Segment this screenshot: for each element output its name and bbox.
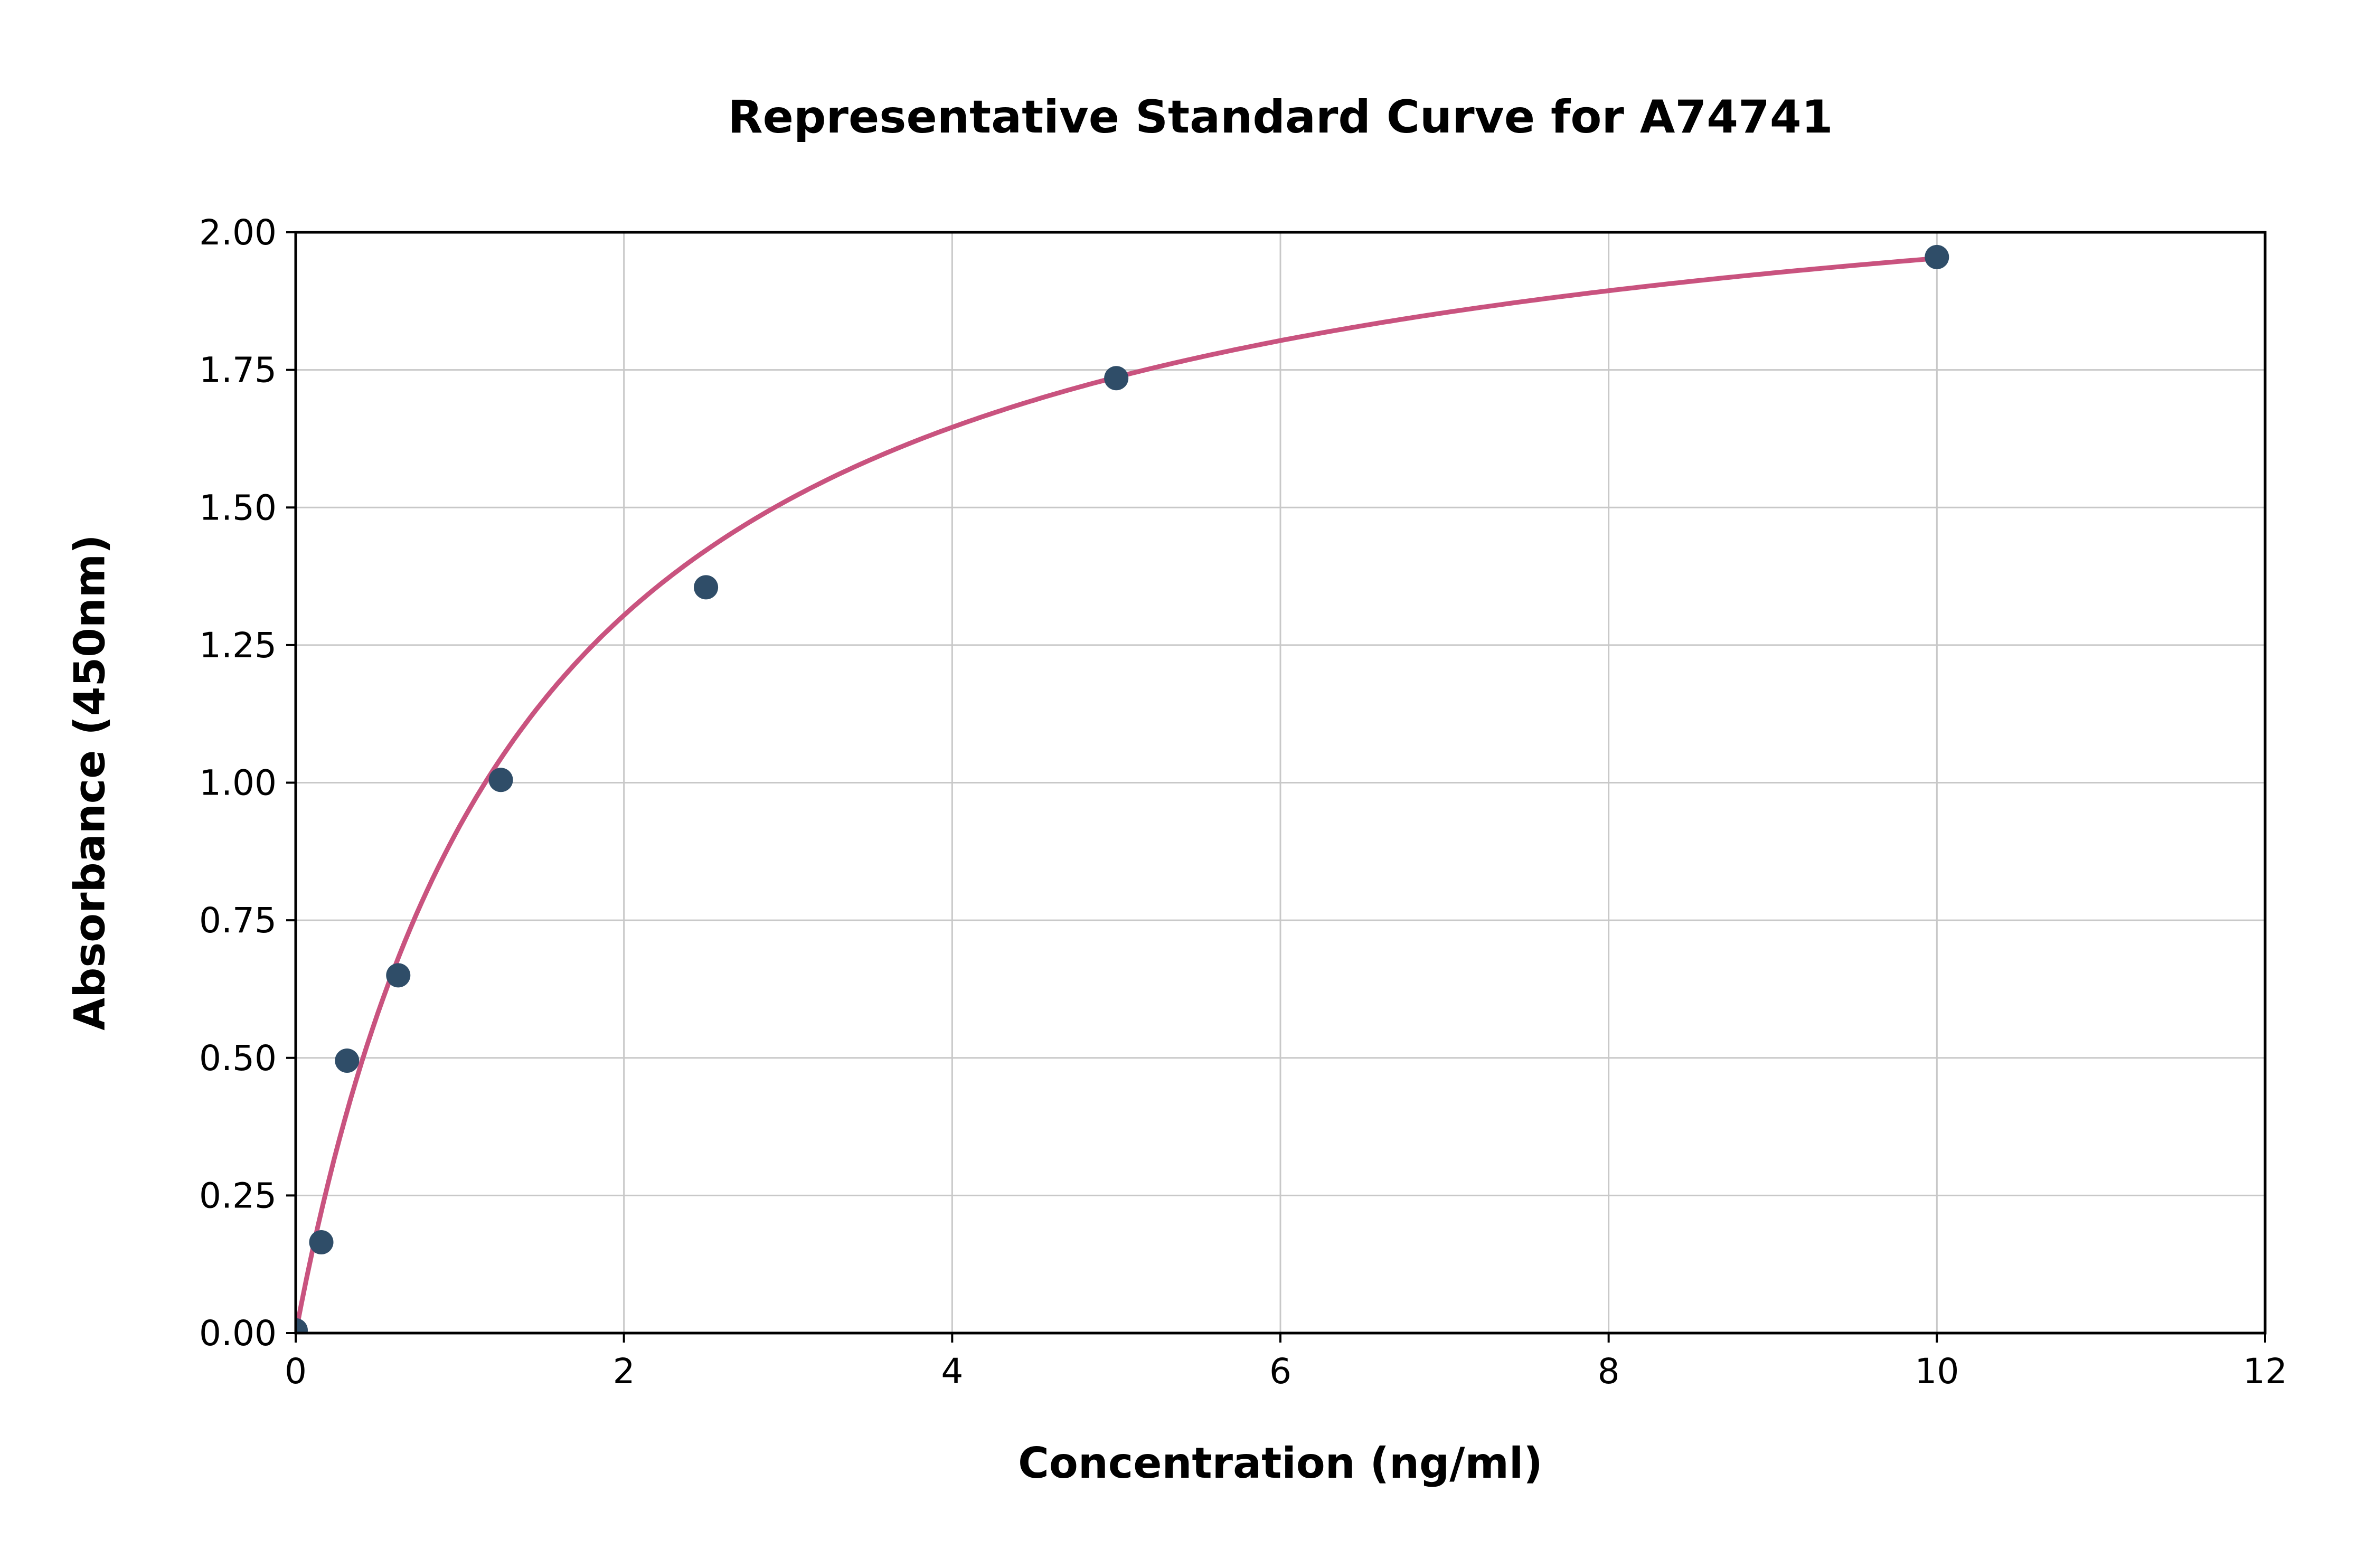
x-tick-label: 10 (1915, 1351, 1959, 1392)
y-tick-label: 0.50 (199, 1038, 277, 1079)
x-axis-label: Concentration (ng/ml) (1018, 1439, 1543, 1488)
data-point (309, 1230, 334, 1254)
y-tick-label: 1.25 (199, 625, 277, 666)
y-tick-label: 0.25 (199, 1175, 277, 1216)
data-point (386, 963, 411, 988)
y-tick-label: 2.00 (199, 212, 277, 253)
y-tick-label: 1.75 (199, 350, 277, 391)
x-tick-label: 12 (2243, 1351, 2287, 1392)
grid (295, 231, 2266, 1334)
x-tick-label: 0 (285, 1351, 307, 1392)
x-tick-label: 6 (1269, 1351, 1291, 1392)
x-tick-label: 2 (613, 1351, 635, 1392)
fit-curve (296, 256, 1939, 1333)
y-tick-label: 1.50 (199, 487, 277, 528)
x-tick-label: 4 (941, 1351, 963, 1392)
ticks: 0 2 4 6 8 10 12 0.00 0.25 0.50 0.75 1.00 1.25 1.50 1.7… (199, 212, 2287, 1392)
data-layer (296, 244, 1949, 1333)
data-point (694, 575, 719, 600)
y-tick-label: 0.75 (199, 900, 277, 941)
data-point (1925, 244, 1949, 269)
chart-title: Representative Standard Curve for A74741 (728, 91, 1833, 144)
data-point (488, 768, 513, 792)
data-point (1104, 366, 1129, 391)
y-tick-label: 0.00 (199, 1313, 277, 1354)
y-tick-label: 1.00 (199, 763, 277, 804)
data-point (335, 1048, 360, 1073)
data-point (296, 1318, 308, 1333)
x-tick-label: 8 (1598, 1351, 1620, 1392)
